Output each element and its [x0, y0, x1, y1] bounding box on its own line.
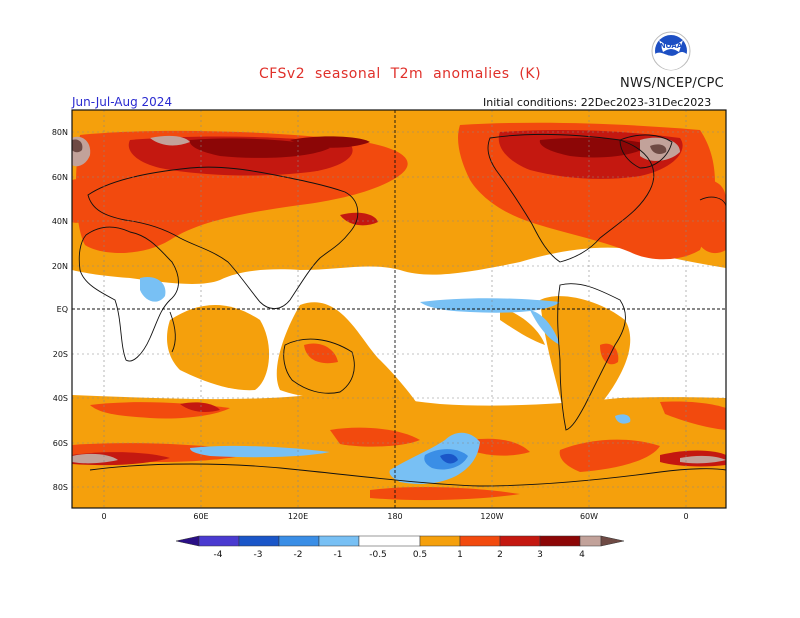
lat-label: 40S [53, 394, 68, 403]
colorbar-labels: -4 -3 -2 -1 -0.5 0.5 1 2 3 4 [214, 550, 586, 560]
colorbar-segment [358, 535, 421, 547]
colorbar-tick-label: -3 [254, 550, 263, 560]
colorbar-segment [459, 535, 501, 547]
initial-conditions-label: Initial conditions: 22Dec2023-31Dec2023 [483, 96, 712, 109]
colorbar-tick-label: -2 [294, 550, 303, 560]
colorbar-tick-label: 4 [579, 550, 585, 560]
latitude-labels: 80N 60N 40N 20N EQ 20S 40S 60S 80S [52, 128, 68, 492]
lat-label: 60N [52, 173, 68, 182]
colorbar-tick-label: -4 [214, 550, 223, 560]
lon-label: 60W [580, 512, 598, 521]
colorbar-segment [238, 535, 280, 547]
colorbar-tick-label: 0.5 [413, 550, 427, 560]
reference-lines [72, 110, 726, 508]
lon-label: 120W [480, 512, 503, 521]
season-label: Jun-Jul-Aug 2024 [72, 95, 173, 109]
lon-label: 60E [193, 512, 208, 521]
colorbar-segment [499, 535, 541, 547]
colorbar-segment [539, 535, 581, 547]
lat-label: EQ [57, 305, 68, 314]
lat-label: 60S [53, 439, 68, 448]
noaa-logo: NOAA [651, 31, 691, 71]
anomaly-field [72, 110, 726, 508]
colorbar-tick-label: -1 [334, 550, 343, 560]
colorbar-segment [278, 535, 320, 547]
lon-label: 180 [387, 512, 402, 521]
coastlines [78, 133, 726, 487]
lat-label: 80S [53, 483, 68, 492]
map-frame [71, 109, 727, 509]
agency-label: NWS/NCEP/CPC [619, 76, 725, 91]
colorbar-segment [318, 535, 360, 547]
colorbar-tick-label: 1 [457, 550, 463, 560]
colorbar-segment [579, 535, 602, 547]
colorbar-tick-label: 2 [497, 550, 503, 560]
lat-label: 20S [53, 350, 68, 359]
colorbar-segment [198, 535, 240, 547]
colorbar-tick-label: 3 [537, 550, 543, 560]
longitude-labels: 0 60E 120E 180 120W 60W 0 [101, 512, 688, 521]
colorbar-segment [600, 535, 625, 547]
noaa-logo-text: NOAA [660, 42, 683, 50]
lon-label: 120E [288, 512, 308, 521]
colorbar-tick-label: -0.5 [369, 550, 387, 560]
colorbar-segment [419, 535, 461, 547]
lat-label: 20N [52, 262, 68, 271]
lon-label: 0 [683, 512, 688, 521]
lon-label: 0 [101, 512, 106, 521]
lat-label: 40N [52, 217, 68, 226]
colorbar-segment [175, 535, 200, 547]
graticule [72, 110, 726, 508]
colorbar [175, 535, 625, 547]
lat-label: 80N [52, 128, 68, 137]
map-title: CFSv2 seasonal T2m anomalies (K) [258, 66, 542, 82]
